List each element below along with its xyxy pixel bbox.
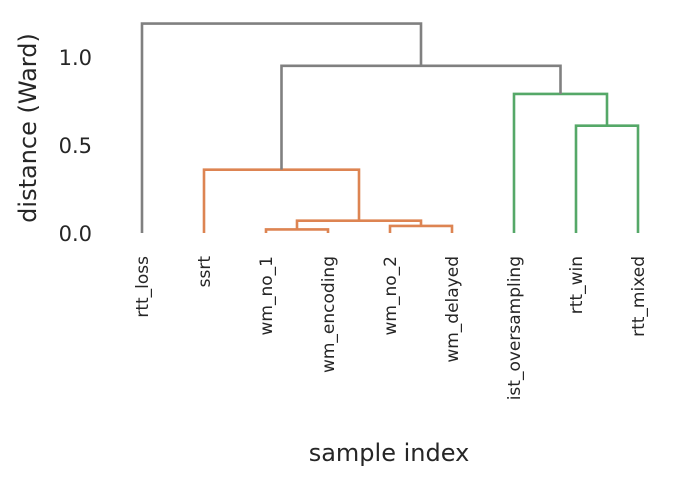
x-axis-label: sample index	[309, 439, 470, 467]
leaf-label: wm_encoding	[319, 256, 339, 373]
link-orange-green-clusters	[280, 64, 562, 170]
leaf-labels: rtt_loss ssrt wm_no_1 wm_encoding wm_no_2 wm_…	[133, 256, 649, 401]
y-axis-ticks: 0.0 0.5 1.0	[59, 46, 92, 246]
leaf-label: ist_oversampling	[505, 256, 525, 400]
leaf-label: rtt_win	[567, 256, 587, 314]
leaf-label: rtt_loss	[133, 256, 153, 318]
link-rtt_win-rtt_mixed	[574, 124, 640, 233]
y-tick-label: 1.0	[59, 46, 92, 70]
leaf-label: wm_no_1	[257, 256, 277, 335]
leaf-label: rtt_mixed	[629, 256, 649, 337]
link-wm_no_1-wm_encoding	[264, 228, 330, 233]
y-axis-label: distance (Ward)	[14, 33, 42, 223]
y-tick-label: 0.0	[59, 222, 92, 246]
link-ist_oversampling-rtt-cluster	[512, 92, 609, 233]
leaf-label: wm_delayed	[443, 256, 463, 363]
link-ssrt-wm-cluster	[202, 168, 361, 233]
y-tick-label: 0.5	[59, 134, 92, 158]
leaf-label: ssrt	[195, 256, 215, 288]
link-wm_no_2-wm_delayed	[388, 224, 454, 233]
dendrogram-links	[140, 22, 640, 233]
link-root	[140, 22, 423, 233]
leaf-label: wm_no_2	[381, 256, 401, 335]
